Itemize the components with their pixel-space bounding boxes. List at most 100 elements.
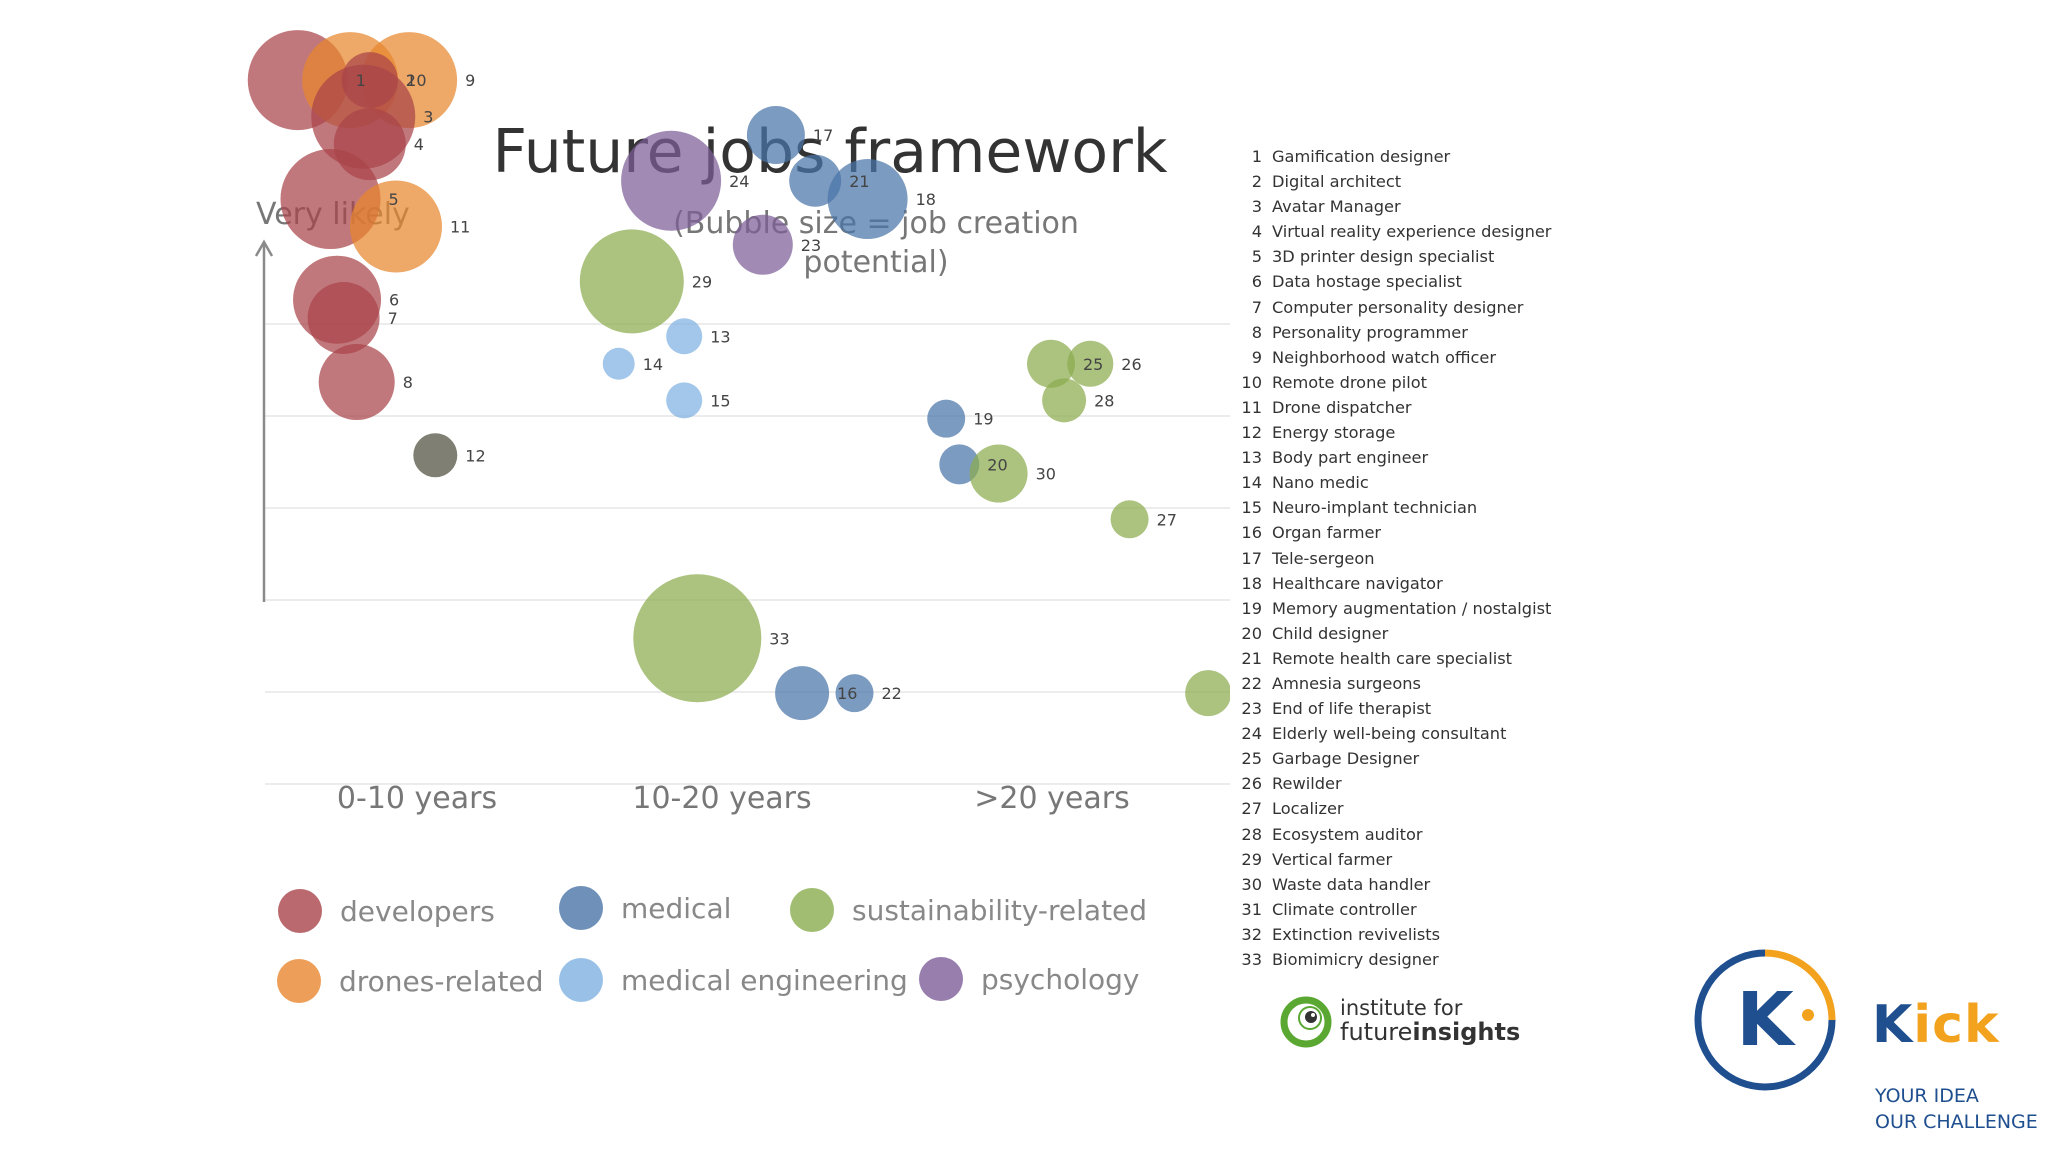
job-list-item: 17 Tele-sergeon <box>1238 546 1568 571</box>
job-name: Garbage Designer <box>1272 749 1420 769</box>
bubble-label-27: 27 <box>1157 510 1177 529</box>
bubble-17 <box>746 106 805 164</box>
legend-swatch-sustainability <box>790 888 834 932</box>
bubble-label-7: 7 <box>388 309 398 328</box>
legend-label-drones: drones-related <box>339 965 544 998</box>
job-list-item: 7 Computer personality designer <box>1238 295 1568 320</box>
job-name: Vertical farmer <box>1272 849 1393 869</box>
job-list-item: 25 Garbage Designer <box>1238 746 1568 771</box>
bubble-label-22: 22 <box>882 684 902 703</box>
bubble-label-33: 33 <box>769 629 789 648</box>
job-list-item: 10 Remote drone pilot <box>1238 370 1568 395</box>
job-number: 23 <box>1241 699 1262 719</box>
job-list-item: 8 Personality programmer <box>1238 320 1568 345</box>
job-list-item: 18 Healthcare navigator <box>1238 571 1568 596</box>
bubble-label-21: 21 <box>849 172 869 191</box>
job-number: 1 <box>1251 147 1262 166</box>
bubble-label-17: 17 <box>813 126 833 145</box>
bubble-label-9: 9 <box>465 71 475 90</box>
bubble-label-25: 25 <box>1083 355 1103 374</box>
legend-label-sustainability: sustainability-related <box>852 894 1147 927</box>
job-number: 11 <box>1241 397 1262 417</box>
job-number: 15 <box>1241 498 1262 518</box>
bubble-label-8: 8 <box>403 373 413 392</box>
job-number: 30 <box>1241 874 1262 894</box>
bubble-20 <box>939 444 980 485</box>
bubble-33 <box>633 574 762 703</box>
job-number: 26 <box>1241 774 1262 794</box>
bubble-label-10: 10 <box>406 71 426 90</box>
bubble-27 <box>1110 500 1149 539</box>
job-name: 3D printer design specialist <box>1272 247 1495 267</box>
bubble-label-11: 11 <box>450 218 470 237</box>
bubble-label-12: 12 <box>465 446 485 465</box>
job-number: 27 <box>1241 799 1262 819</box>
job-list-item: 4 Virtual reality experience designer <box>1238 219 1568 244</box>
job-name: Biomimicry designer <box>1272 950 1439 969</box>
job-name: Memory augmentation / nostalgist <box>1272 598 1552 618</box>
job-list-item: 28 Ecosystem auditor <box>1238 822 1568 847</box>
legend-swatch-medical <box>559 886 603 930</box>
job-list-item: 5 3D printer design specialist <box>1238 244 1568 269</box>
bubble-label-24: 24 <box>729 172 749 191</box>
legend-label-psychology: psychology <box>981 963 1139 996</box>
bubble-label-26: 26 <box>1121 355 1141 374</box>
job-name: Extinction revivelists <box>1272 924 1441 944</box>
job-number: 6 <box>1251 272 1262 292</box>
kick-logo: K Kick YOUR IDEA OUR CHALLENGE <box>1690 945 2048 1145</box>
job-name: Rewilder <box>1272 774 1342 794</box>
job-name: Data hostage specialist <box>1272 272 1462 292</box>
job-number: 7 <box>1251 297 1262 317</box>
legend-swatch-developers <box>278 889 322 933</box>
x-category-label-1: 0-10 years <box>337 781 497 816</box>
bubble-label-13: 13 <box>710 327 730 346</box>
bubble-label-29: 29 <box>692 272 712 291</box>
y-axis-arrow-icon <box>254 239 274 257</box>
job-number: 21 <box>1241 648 1262 668</box>
job-name: End of life therapist <box>1272 699 1432 719</box>
job-number: 12 <box>1241 423 1262 443</box>
job-number: 32 <box>1241 924 1262 944</box>
bubble-label-23: 23 <box>801 236 821 255</box>
eye-logo-icon <box>1280 996 1332 1048</box>
job-number: 10 <box>1241 372 1262 392</box>
job-number: 8 <box>1251 322 1262 342</box>
job-number: 2 <box>1251 172 1262 192</box>
job-number: 19 <box>1241 598 1262 618</box>
kick-tagline-2: OUR CHALLENGE <box>1875 1111 2038 1133</box>
job-name: Personality programmer <box>1272 322 1468 342</box>
legend-swatch-medeng <box>559 958 603 1002</box>
job-number: 4 <box>1251 222 1262 242</box>
bubble-31 <box>1185 670 1230 717</box>
job-list-item: 21 Remote health care specialist <box>1238 646 1568 671</box>
job-name: Localizer <box>1272 799 1344 819</box>
job-list-item: 29 Vertical farmer <box>1238 847 1568 872</box>
bubble-18 <box>827 159 908 240</box>
job-list-item: 22 Amnesia surgeons <box>1238 671 1568 696</box>
job-number: 22 <box>1241 673 1262 693</box>
job-number: 16 <box>1241 523 1262 543</box>
bubble-14 <box>602 347 635 380</box>
job-name: Neuro-implant technician <box>1272 498 1478 518</box>
job-name: Organ farmer <box>1272 523 1382 543</box>
job-number: 25 <box>1241 749 1262 769</box>
job-list-item: 33 Biomimicry designer <box>1238 947 1568 972</box>
job-list-item: 15 Neuro-implant technician <box>1238 495 1568 520</box>
legend-label-medeng: medical engineering <box>621 964 908 997</box>
bubble-label-16: 16 <box>837 684 857 703</box>
bubble-28 <box>1042 378 1087 423</box>
job-list-item: 19 Memory augmentation / nostalgist <box>1238 596 1568 621</box>
job-number: 18 <box>1241 573 1262 593</box>
bubble-label-1: 1 <box>356 71 366 90</box>
job-name: Computer personality designer <box>1272 297 1524 317</box>
future-jobs-chart: Future jobs framework(Bubble size = job … <box>247 30 1230 1003</box>
bubble-23 <box>732 214 793 275</box>
bubble-label-18: 18 <box>916 190 936 209</box>
bubble-25 <box>1027 339 1075 388</box>
job-number-list: 1 Gamification designer 2 Digital architect… <box>1238 144 1568 972</box>
job-name: Energy storage <box>1272 423 1396 443</box>
iffi-line-1: institute for <box>1340 996 1463 1020</box>
job-name: Elderly well-being consultant <box>1272 724 1507 744</box>
bubble-29 <box>579 229 684 334</box>
job-name: Neighborhood watch officer <box>1272 347 1497 367</box>
